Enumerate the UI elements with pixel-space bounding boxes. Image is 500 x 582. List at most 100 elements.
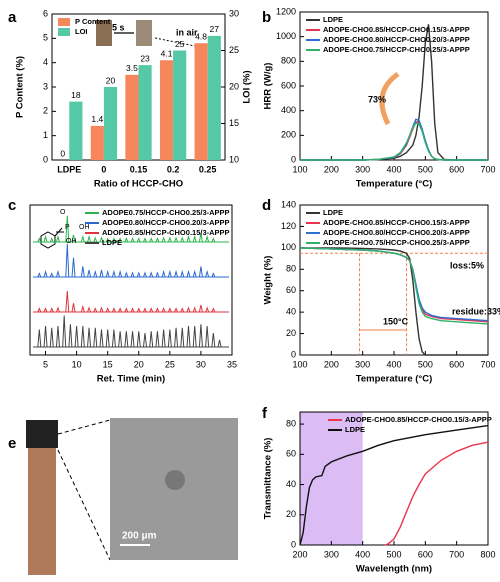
y-axis-label: Weight (%) <box>263 256 274 305</box>
peak <box>186 269 191 278</box>
peak <box>149 271 154 278</box>
y-axis-label: HRR (W/g) <box>263 63 274 110</box>
y-tick-label: 80 <box>286 418 296 428</box>
peak <box>186 306 191 313</box>
peak <box>198 324 203 348</box>
value-label: 4.8 <box>195 31 207 41</box>
annotation: 73% <box>368 94 386 104</box>
x-tick-label: 700 <box>480 359 495 369</box>
peak <box>143 237 147 243</box>
peak <box>71 257 76 278</box>
x-tick-label: 500 <box>418 164 433 174</box>
peak <box>167 307 172 313</box>
legend-label: LDPE <box>323 208 343 217</box>
y-tick-label: 100 <box>281 242 296 252</box>
y-tick-label: 80 <box>286 264 296 274</box>
shaded-region <box>300 412 363 545</box>
x-tick-label: 25 <box>165 359 175 369</box>
peak <box>99 269 104 278</box>
peak <box>111 269 116 278</box>
peak <box>87 269 92 278</box>
peak <box>136 271 141 278</box>
bar <box>194 43 208 161</box>
peak <box>130 271 135 278</box>
peak <box>80 325 85 348</box>
peak <box>180 236 185 243</box>
panel-letter: e <box>8 435 16 452</box>
value-label: 0 <box>60 148 65 158</box>
peak <box>49 327 54 348</box>
peak <box>37 307 42 313</box>
y-tick-label: 1 <box>43 130 48 140</box>
peak <box>49 272 54 278</box>
zoom-line <box>57 419 111 435</box>
peak <box>167 329 172 348</box>
x-tick-label: 300 <box>355 359 370 369</box>
scale-label: 200 μm <box>122 531 157 542</box>
structure-label: O <box>60 209 66 216</box>
legend-label: LDPE <box>345 425 365 434</box>
legend-label: P Content <box>75 17 111 26</box>
value-label: 3.5 <box>126 63 138 73</box>
line-series <box>299 247 489 325</box>
peak <box>80 304 85 313</box>
value-label: 4.1 <box>161 48 173 58</box>
peak <box>87 306 92 313</box>
peak <box>105 269 110 278</box>
peak <box>149 237 154 243</box>
peak <box>155 271 160 278</box>
x-axis-label: Temperature (°C) <box>356 374 432 385</box>
x-tick-label: 30 <box>196 359 206 369</box>
peak <box>155 237 160 243</box>
y2-tick-label: 10 <box>229 154 239 164</box>
value-label: 1.4 <box>91 114 103 124</box>
peak <box>161 236 166 243</box>
y-tick-label: 0 <box>291 539 296 549</box>
peak <box>105 329 110 348</box>
peak <box>74 325 79 348</box>
line-series <box>299 424 489 546</box>
peak <box>174 307 179 313</box>
x-tick-label: 0.25 <box>199 164 217 174</box>
x-tick-label: 400 <box>355 549 370 559</box>
bar <box>69 101 83 160</box>
peak <box>211 237 216 243</box>
x-tick-label: 15 <box>103 359 113 369</box>
inset-photo <box>136 20 152 46</box>
peak <box>192 306 197 313</box>
annotation: in air <box>176 27 198 37</box>
peak <box>155 307 160 313</box>
peak <box>37 237 42 243</box>
peak <box>205 306 210 313</box>
x-axis-label: Wavelength (nm) <box>356 564 432 575</box>
y-tick-label: 6 <box>43 8 48 18</box>
peak <box>198 233 203 243</box>
x-tick-label: 0 <box>101 164 106 174</box>
peak <box>118 237 123 243</box>
peak <box>136 307 141 313</box>
peak <box>55 269 60 278</box>
annotation: residue:33% <box>452 306 500 316</box>
peak <box>80 266 85 278</box>
peak <box>43 307 48 313</box>
y-tick-label: 5 <box>43 33 48 43</box>
structure-label: P <box>65 224 70 231</box>
y-tick-label: 60 <box>286 285 296 295</box>
x-tick-label: 700 <box>480 164 495 174</box>
peak <box>211 307 216 313</box>
annotation: loss:5% <box>450 260 484 270</box>
y-tick-label: 20 <box>286 328 296 338</box>
x-tick-label: 400 <box>386 164 401 174</box>
peak <box>205 234 210 243</box>
legend-swatch <box>58 28 70 36</box>
legend-label: ADOPE-CHO0.75/HCCP-CHO0.25/3-APPP <box>323 238 470 247</box>
peak <box>180 307 185 313</box>
peak <box>43 234 48 243</box>
annotation: 5 s <box>112 22 125 32</box>
x-tick-label: 600 <box>449 359 464 369</box>
y2-tick-label: 15 <box>229 118 239 128</box>
peak <box>93 327 98 348</box>
peak <box>174 269 179 278</box>
annotation: 150°C <box>383 316 409 326</box>
